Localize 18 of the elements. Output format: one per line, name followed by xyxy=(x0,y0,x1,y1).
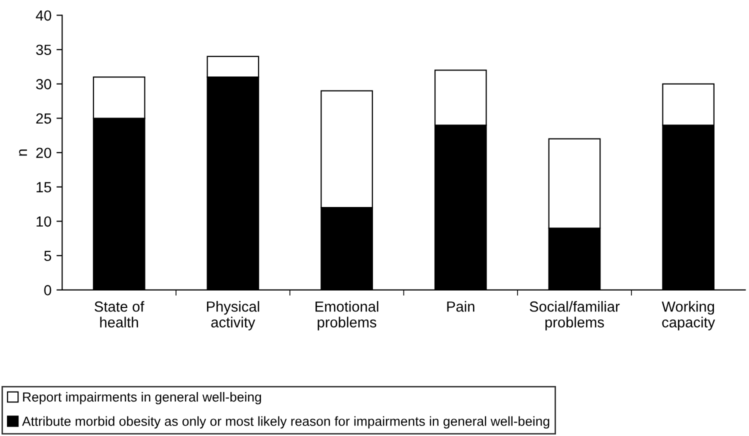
x-tick-label: State of health xyxy=(94,301,144,328)
y-tick-label: 25 xyxy=(36,113,52,124)
y-tick-label: 15 xyxy=(36,182,52,192)
x-tick-label: Emotional problems xyxy=(316,301,378,330)
x-tick-label: Working capacity xyxy=(662,301,716,330)
x-tick-label: Physical activity xyxy=(206,301,260,330)
y-tick-label: 20 xyxy=(36,148,52,158)
y-tick-label: 0 xyxy=(44,285,52,296)
y-tick-label: 35 xyxy=(36,44,52,56)
y-tick-label: 30 xyxy=(36,79,52,90)
y-axis-title: n xyxy=(19,149,27,156)
x-tick-label: Pain xyxy=(447,301,474,312)
legend-label: Attribute morbid obesity as only or most likely reason for impairments in general well-being xyxy=(22,416,550,429)
y-tick-label: 10 xyxy=(36,216,52,227)
y-tick-label: 5 xyxy=(44,250,52,262)
y-tick-label: 40 xyxy=(36,10,52,21)
x-tick-label: Social/familiar problems xyxy=(530,301,620,330)
legend-label: Report impairments in general well-being xyxy=(23,392,261,404)
